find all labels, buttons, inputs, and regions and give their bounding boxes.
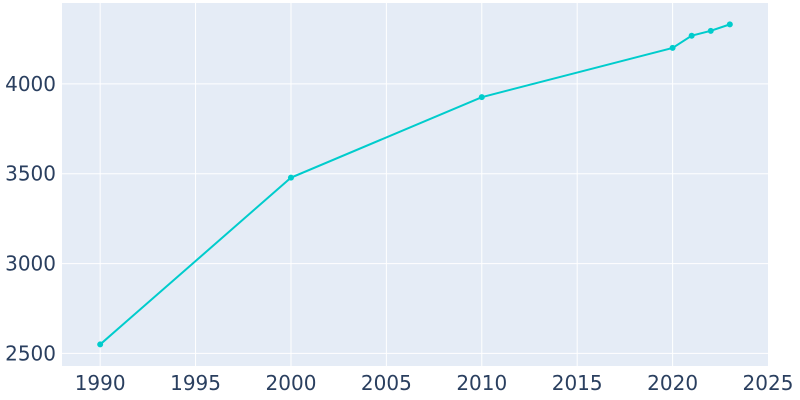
data-point: [478, 94, 485, 101]
x-tick-label: 2015: [552, 371, 603, 395]
y-axis-tick-labels: 2500 3000 3500 4000: [5, 72, 56, 366]
data-point: [97, 341, 104, 348]
x-tick-label: 2005: [361, 371, 412, 395]
data-point: [669, 44, 676, 51]
data-point: [726, 21, 733, 28]
x-tick-label: 2000: [266, 371, 317, 395]
y-tick-label: 2500: [5, 341, 56, 365]
x-tick-label: 2020: [647, 371, 698, 395]
y-tick-label: 3500: [5, 162, 56, 186]
data-point: [688, 32, 695, 39]
data-point: [707, 27, 714, 34]
y-gridlines: [62, 83, 768, 354]
plot-area: [62, 3, 768, 366]
x-axis-tick-labels: 1990 1995 2000 2005 2010 2015 2020 2025: [75, 371, 794, 395]
x-tick-label: 1995: [170, 371, 221, 395]
y-tick-label: 4000: [5, 72, 56, 96]
x-tick-label: 2010: [456, 371, 507, 395]
y-tick-label: 3000: [5, 252, 56, 276]
x-tick-label: 1990: [75, 371, 126, 395]
x-tick-label: 2025: [743, 371, 794, 395]
x-gridlines: [99, 3, 674, 366]
series-points: [97, 21, 733, 348]
data-point: [287, 174, 294, 181]
